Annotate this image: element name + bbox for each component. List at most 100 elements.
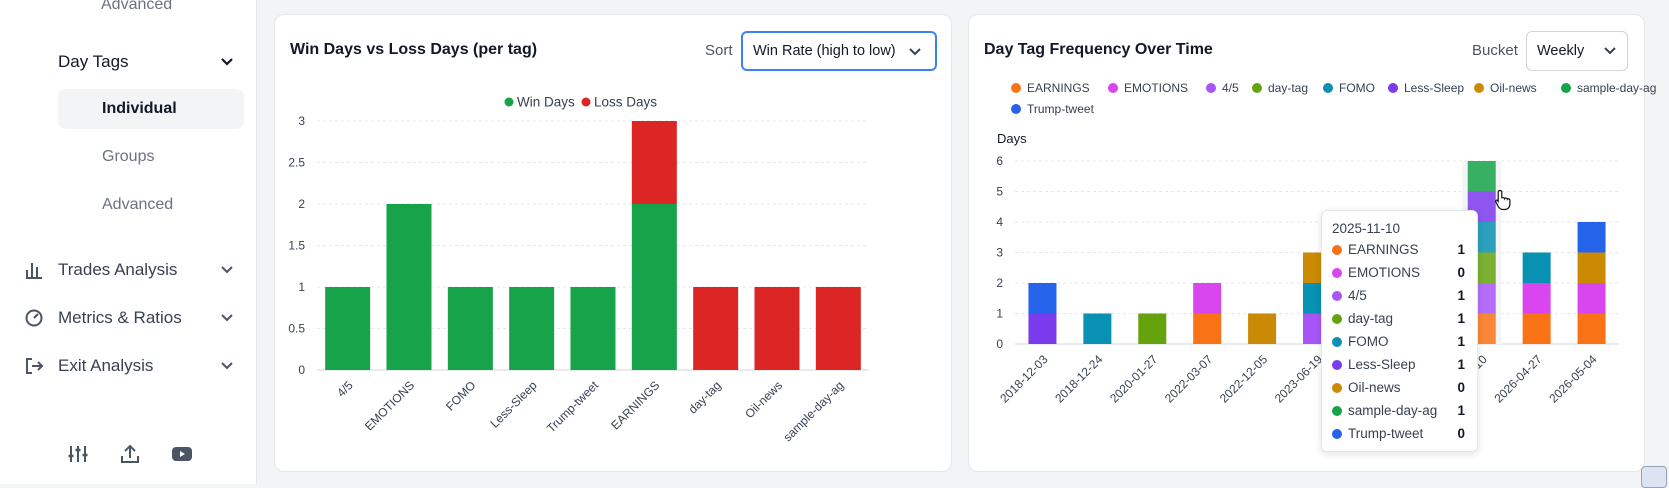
tooltip-row: Less-Sleep 1 xyxy=(1332,357,1465,372)
sidebar-item-label: Metrics & Ratios xyxy=(58,308,182,327)
legend-label: Trump-tweet xyxy=(1027,102,1094,116)
legend-swatch xyxy=(1011,104,1021,114)
tooltip-label: FOMO xyxy=(1348,334,1389,349)
sidebar-item-metrics-ratios[interactable]: Metrics & Ratios xyxy=(24,306,234,330)
legend-item-sample-day-ag[interactable]: sample-day-ag xyxy=(1561,81,1656,95)
tooltip-row: FOMO 1 xyxy=(1332,334,1465,349)
legend-swatch-loss xyxy=(581,97,591,107)
legend-label: FOMO xyxy=(1339,81,1375,95)
win-loss-panel: Win Days vs Loss Days (per tag) Sort Win… xyxy=(274,14,952,472)
tooltip-label: EMOTIONS xyxy=(1348,265,1421,280)
legend-swatch xyxy=(1206,83,1216,93)
bar-Trump-tweet-2026-05-04 xyxy=(1577,222,1606,253)
x-tick-label: EARNINGS xyxy=(608,378,662,432)
tooltip-swatch xyxy=(1332,290,1342,301)
tooltip-label: Less-Sleep xyxy=(1348,357,1416,372)
bar-EARNINGS-2022-03-07 xyxy=(1193,313,1222,344)
legend-item-day-tag[interactable]: day-tag xyxy=(1252,81,1308,95)
legend-label: 4/5 xyxy=(1222,81,1239,95)
tooltip-row: EMOTIONS 0 xyxy=(1332,265,1465,280)
upload-icon[interactable] xyxy=(119,443,141,465)
sidebar-item-day-tags[interactable]: Day Tags xyxy=(58,50,234,74)
legend-label: day-tag xyxy=(1268,81,1309,95)
tooltip-row: EARNINGS 1 xyxy=(1332,242,1465,257)
legend-swatch xyxy=(1108,83,1118,93)
x-tick-label: 2018-12-24 xyxy=(1052,352,1106,406)
tooltip-value: 0 xyxy=(1457,380,1465,395)
legend-item-FOMO[interactable]: FOMO xyxy=(1323,81,1375,95)
sidebar-item-groups[interactable]: Groups xyxy=(58,137,244,177)
chevron-down-icon xyxy=(221,266,233,274)
tooltip-value: 1 xyxy=(1457,334,1465,349)
bar-win-EMOTIONS xyxy=(386,204,432,370)
bar-Oil-news-2022-12-05 xyxy=(1248,313,1277,344)
youtube-icon[interactable] xyxy=(170,443,194,465)
legend-label: EMOTIONS xyxy=(1124,81,1189,95)
help-widget-button[interactable] xyxy=(1641,466,1667,488)
y-tick-label: 5 xyxy=(996,185,1003,199)
x-tick-label: 2018-12-03 xyxy=(997,352,1051,406)
x-tick-label: Oil-news xyxy=(742,378,785,421)
legend-item-4/5[interactable]: 4/5 xyxy=(1206,81,1239,95)
sidebar-item-trades-analysis[interactable]: Trades Analysis xyxy=(24,258,234,282)
tooltip-value: 1 xyxy=(1457,311,1465,326)
bar-EARNINGS-2026-05-04 xyxy=(1577,313,1606,344)
tooltip-label: Trump-tweet xyxy=(1348,426,1424,441)
y-tick-label: 0 xyxy=(996,337,1003,351)
legend-item-EARNINGS[interactable]: EARNINGS xyxy=(1011,81,1090,95)
x-tick-label: sample-day-ag xyxy=(780,378,846,444)
legend-item-Less-Sleep[interactable]: Less-Sleep xyxy=(1388,81,1464,95)
sliders-icon[interactable] xyxy=(67,443,89,465)
bar-loss-day-tag xyxy=(693,287,739,370)
y-tick-label: 2 xyxy=(996,276,1003,290)
bar-win-FOMO xyxy=(447,287,493,370)
bar-win-EARNINGS xyxy=(631,204,677,370)
x-tick-label: 2026-04-27 xyxy=(1491,352,1545,406)
bar-chart-icon xyxy=(26,263,42,279)
sort-label: Sort xyxy=(705,42,733,59)
sidebar-item-advanced-top[interactable]: Advanced xyxy=(101,0,172,14)
sidebar-item-label: Exit Analysis xyxy=(58,356,154,375)
x-tick-label: 2023-06-19 xyxy=(1272,352,1326,406)
bucket-select[interactable]: Weekly xyxy=(1526,31,1628,71)
legend-item-EMOTIONS[interactable]: EMOTIONS xyxy=(1108,81,1188,95)
tooltip-value: 1 xyxy=(1457,403,1465,418)
bar-win-Trump-tweet xyxy=(570,287,616,370)
sidebar-item-advanced[interactable]: Advanced xyxy=(58,185,244,225)
bar-Trump-tweet-2018-12-03 xyxy=(1028,283,1057,314)
x-tick-label: EMOTIONS xyxy=(362,378,417,433)
tooltip-value: 0 xyxy=(1457,426,1465,441)
bar-EMOTIONS-2026-04-27 xyxy=(1522,283,1551,314)
y-tick-label: 0 xyxy=(298,363,305,377)
tooltip-swatch xyxy=(1332,405,1342,416)
bar-Less-Sleep-2018-12-03 xyxy=(1028,313,1057,344)
tooltip-label: EARNINGS xyxy=(1348,242,1419,257)
sidebar-item-individual[interactable]: Individual xyxy=(58,89,244,129)
legend-label-win: Win Days xyxy=(517,95,575,110)
legend-label: Oil-news xyxy=(1490,81,1537,95)
sidebar-item-label: Groups xyxy=(102,148,155,165)
legend-item-Trump-tweet[interactable]: Trump-tweet xyxy=(1011,102,1094,116)
legend-swatch xyxy=(1011,83,1021,93)
sidebar: Advanced Day Tags Individual Groups Adva… xyxy=(0,0,257,484)
bar-EARNINGS-2026-04-27 xyxy=(1522,313,1551,344)
x-tick-label: 2022-03-07 xyxy=(1162,352,1216,406)
bar-FOMO-2018-12-24 xyxy=(1083,313,1112,344)
tooltip-value: 0 xyxy=(1457,265,1465,280)
legend-label: Less-Sleep xyxy=(1404,81,1465,95)
frequency-chart: Days 0 1 2 3 4 5 6 2018-12-03 2018-12-24 2020-01-2… xyxy=(996,131,1619,406)
bar-EMOTIONS-2022-03-07 xyxy=(1193,283,1222,314)
bar-win-4/5 xyxy=(325,287,371,370)
legend-label-loss: Loss Days xyxy=(594,95,657,110)
sidebar-item-exit-analysis[interactable]: Exit Analysis xyxy=(24,354,234,378)
chevron-down-icon xyxy=(1604,47,1616,55)
bucket-select-value: Weekly xyxy=(1537,43,1585,59)
legend-item-Oil-news[interactable]: Oil-news xyxy=(1474,81,1537,95)
hand-cursor-icon xyxy=(1495,189,1511,211)
y-tick-label: 3 xyxy=(996,246,1003,260)
tooltip-value: 1 xyxy=(1457,288,1465,303)
bar-loss-Oil-news xyxy=(754,287,800,370)
tooltip-swatch xyxy=(1332,359,1342,370)
sort-select[interactable]: Win Rate (high to low) xyxy=(741,31,937,71)
legend-swatch xyxy=(1323,83,1333,93)
